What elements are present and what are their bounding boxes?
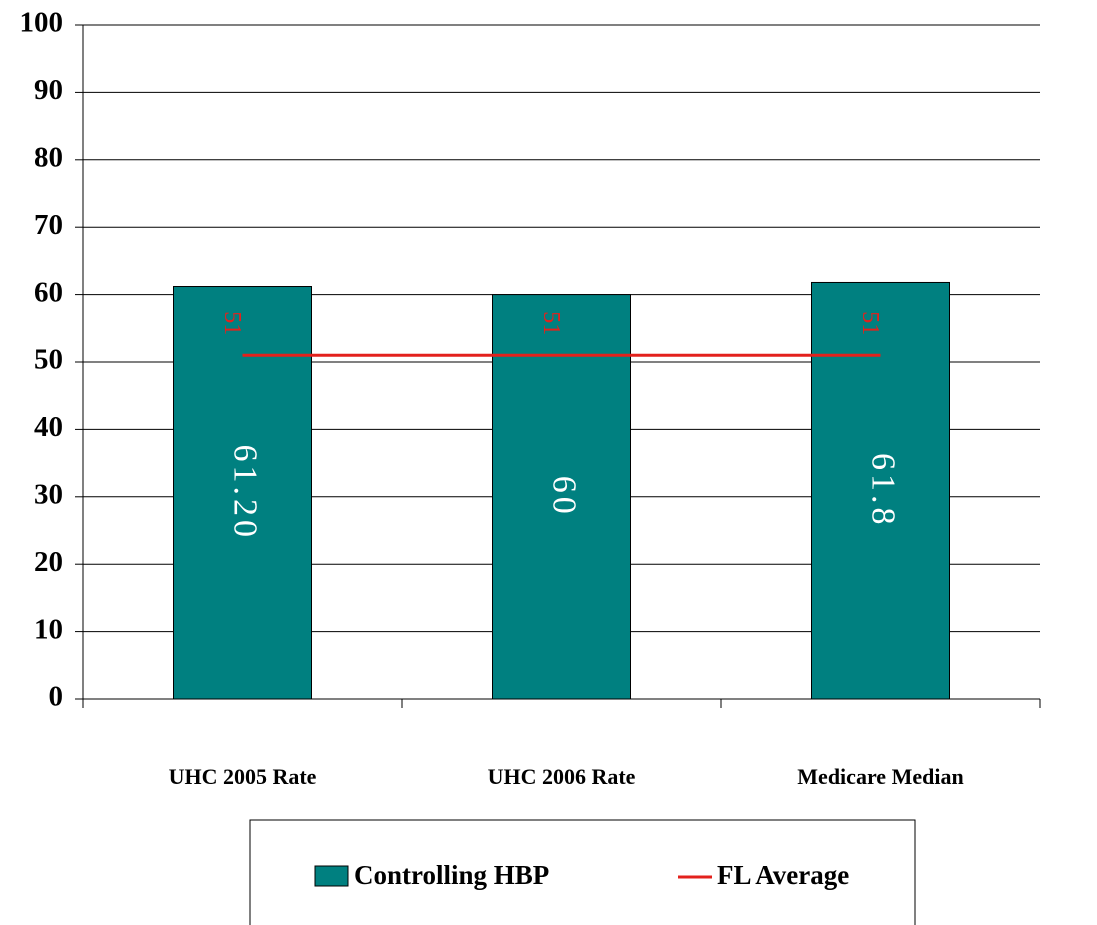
- bar-value-label: 61.20: [227, 445, 264, 541]
- line-value-label: 51: [857, 311, 883, 335]
- legend-box: [249, 819, 916, 925]
- y-tick-label: 50: [34, 344, 63, 376]
- y-tick-label: 90: [34, 74, 63, 106]
- legend-label: FL Average: [717, 860, 849, 890]
- x-tick-label: UHC 2006 Rate: [488, 764, 636, 789]
- bar: [492, 294, 631, 700]
- line-value-label: 51: [538, 311, 564, 335]
- y-tick-label: 70: [34, 209, 63, 241]
- bar: [811, 281, 950, 700]
- y-tick-label: 10: [34, 613, 63, 645]
- bar-value-label: 61.8: [865, 453, 902, 529]
- x-tick-label: UHC 2005 Rate: [169, 764, 317, 789]
- y-tick-label: 80: [34, 141, 63, 173]
- y-tick-label: 60: [34, 276, 63, 308]
- y-tick-label: 20: [34, 546, 63, 578]
- y-tick-label: 40: [34, 411, 63, 443]
- x-tick-label: Medicare Median: [797, 764, 963, 789]
- y-tick-label: 30: [34, 478, 63, 510]
- legend-label: Controlling HBP: [354, 860, 549, 890]
- legend-swatch: [314, 865, 349, 887]
- bar-value-label: 60: [546, 476, 583, 518]
- y-tick-label: 0: [49, 681, 64, 713]
- y-tick-label: 100: [20, 7, 64, 39]
- line-value-label: 51: [219, 311, 245, 335]
